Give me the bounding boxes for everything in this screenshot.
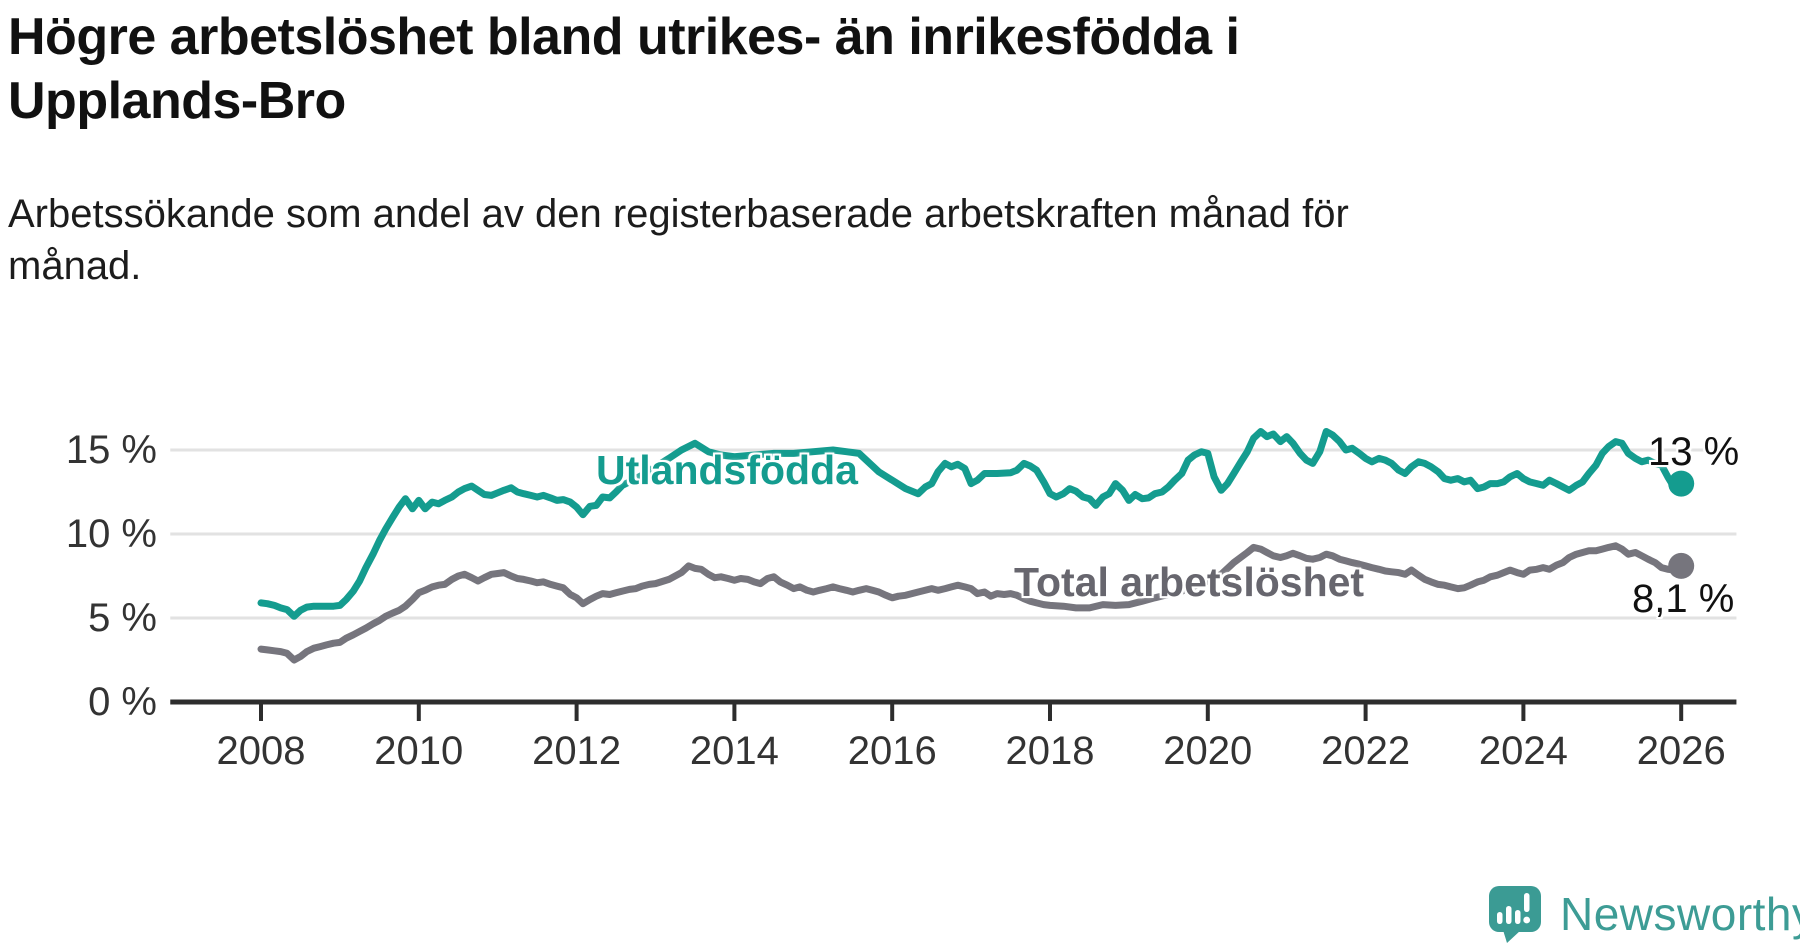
series-label-utlandsfodda: Utlandsfödda [596, 447, 858, 493]
y-axis-label-10: 10 % [66, 512, 157, 556]
x-axis-label-2016: 2016 [848, 729, 937, 773]
x-axis-label-2018: 2018 [1006, 729, 1095, 773]
newsworthy-bubble-chart-icon [1489, 886, 1541, 943]
x-axis-label-2026: 2026 [1637, 729, 1726, 773]
total-arbetsloshet-line [257, 542, 1685, 664]
y-axis-label-0: 0 % [88, 680, 157, 724]
y-axis-label-15: 15 % [66, 428, 157, 472]
utlandsfodda-line [257, 428, 1685, 620]
x-axis-label-2024: 2024 [1479, 729, 1568, 773]
series-label-total-arbetsloshet: Total arbetslöshet [1014, 559, 1365, 605]
total-arbetsloshet-end-dot [1668, 552, 1695, 579]
x-axis-label-2010: 2010 [374, 729, 463, 773]
y-axis-label-5: 5 % [88, 596, 157, 640]
x-axis-label-2020: 2020 [1163, 729, 1252, 773]
end-value-label-total-arbetsloshet: 8,1 % [1632, 577, 1735, 621]
utlandsfodda-end-dot [1668, 470, 1695, 497]
x-axis-label-2008: 2008 [217, 729, 306, 773]
x-axis-label-2014: 2014 [690, 729, 779, 773]
page-title: Högre arbetslöshet bland utrikes- än inr… [8, 8, 1240, 130]
end-value-label-utlandsfodda: 13 % [1648, 430, 1740, 474]
x-axis-label-2012: 2012 [532, 729, 621, 773]
newsworthy-logo: Newsworthy [1488, 885, 1800, 943]
page-subtitle: Arbetssökande som andel av den registerb… [8, 192, 1349, 288]
x-axis-label-2022: 2022 [1321, 729, 1410, 773]
newsworthy-brand-text: Newsworthy [1560, 888, 1800, 940]
